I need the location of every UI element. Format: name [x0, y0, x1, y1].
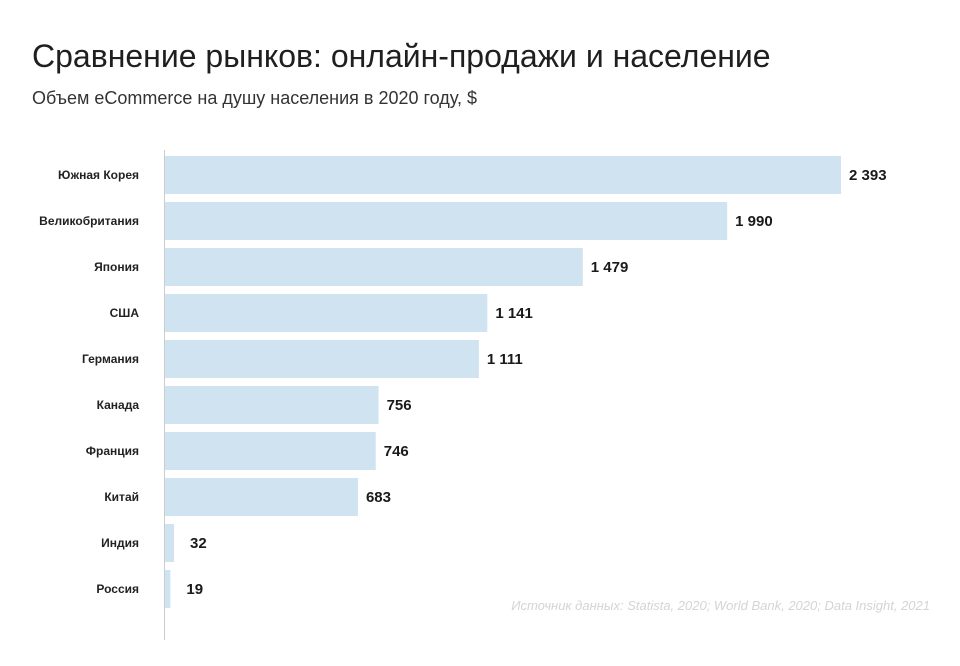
value-label-3: 1 141 [495, 305, 533, 322]
category-label-0: Южная Корея [58, 168, 139, 182]
chart-subtitle: Объем eCommerce на душу населения в 2020… [32, 88, 477, 108]
bar-2 [165, 248, 583, 286]
bar-5 [165, 386, 379, 424]
bar-0 [165, 156, 841, 194]
bar-9 [165, 570, 171, 608]
value-label-1: 1 990 [735, 213, 773, 230]
bar-1 [165, 202, 728, 240]
value-label-8: 32 [190, 535, 207, 552]
category-label-9: Россия [96, 582, 139, 596]
value-label-7: 683 [366, 489, 391, 506]
bars-layer: Южная Корея 2 393 Великобритания 1 990 Япони… [39, 156, 887, 608]
category-label-1: Великобритания [39, 214, 139, 228]
bar-4 [165, 340, 479, 378]
value-label-6: 746 [384, 443, 409, 460]
category-label-6: Франция [86, 444, 139, 458]
value-label-9: 19 [186, 581, 203, 598]
category-label-7: Китай [104, 490, 139, 504]
bar-3 [165, 294, 488, 332]
value-label-5: 756 [387, 397, 412, 414]
category-label-2: Япония [94, 260, 139, 274]
category-label-8: Индия [101, 536, 139, 550]
category-label-4: Германия [82, 352, 139, 366]
value-label-0: 2 393 [849, 167, 887, 184]
bar-6 [165, 432, 376, 470]
category-label-3: США [110, 306, 140, 320]
bar-7 [165, 478, 358, 516]
chart-title: Сравнение рынков: онлайн-продажи и насел… [32, 38, 771, 74]
category-label-5: Канада [97, 398, 140, 412]
bar-8 [165, 524, 175, 562]
value-label-2: 1 479 [591, 259, 629, 276]
source-note: Источник данных: Statista, 2020; World B… [511, 598, 930, 613]
value-label-4: 1 111 [487, 351, 523, 368]
